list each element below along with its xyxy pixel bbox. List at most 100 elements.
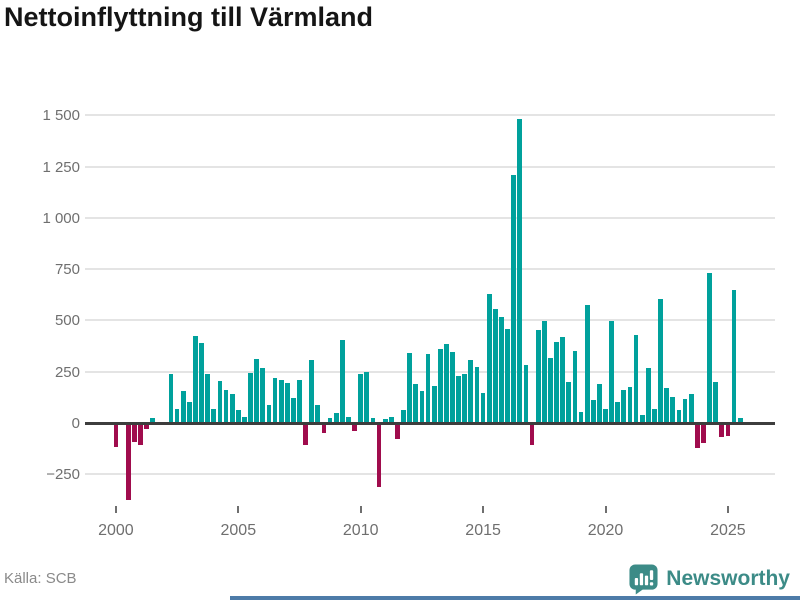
- data-bar: [388, 416, 394, 423]
- data-bar: [719, 424, 725, 438]
- data-bar: [572, 351, 578, 423]
- data-bar: [627, 387, 633, 423]
- x-axis-tick: [604, 506, 607, 513]
- y-axis-tick-label: 1 250: [42, 158, 80, 176]
- data-bar: [486, 293, 492, 423]
- data-bar: [339, 339, 345, 423]
- data-bar: [144, 424, 149, 430]
- data-bar: [639, 414, 645, 423]
- data-bar: [633, 334, 639, 423]
- newsworthy-bubble-icon: [629, 564, 658, 595]
- data-bar: [284, 382, 290, 423]
- data-bar: [327, 417, 333, 423]
- gridline: [85, 319, 775, 322]
- data-bar: [499, 317, 504, 423]
- data-bar: [395, 424, 400, 440]
- data-bar: [474, 366, 480, 423]
- data-bar: [431, 386, 437, 423]
- data-bar: [468, 360, 474, 423]
- data-bar: [596, 384, 602, 423]
- y-axis-tick-label: 750: [54, 261, 80, 279]
- y-axis-tick-label: 1 000: [42, 209, 80, 227]
- data-bar: [266, 404, 272, 423]
- data-bar: [333, 412, 339, 423]
- data-bar: [290, 398, 296, 423]
- data-bar: [297, 379, 302, 423]
- data-bar: [303, 424, 309, 445]
- data-bar: [609, 321, 615, 423]
- data-bar: [731, 289, 737, 423]
- data-bar: [113, 424, 119, 447]
- data-bar: [321, 424, 327, 434]
- data-bar: [186, 402, 192, 423]
- data-bar: [554, 341, 559, 423]
- data-bar: [211, 408, 217, 423]
- data-bar: [603, 408, 608, 423]
- data-bar: [413, 384, 419, 423]
- data-bar: [131, 424, 137, 443]
- data-bar: [584, 305, 590, 423]
- data-bar: [590, 400, 596, 423]
- data-bar: [713, 381, 719, 423]
- y-axis-tick-label: −250: [46, 466, 80, 484]
- y-axis-tick-label: 0: [71, 415, 80, 432]
- data-bar: [523, 364, 529, 423]
- data-bar: [260, 367, 266, 423]
- newsworthy-logo-text: Newsworthy: [666, 567, 790, 590]
- data-bar: [382, 418, 388, 423]
- data-bar: [315, 404, 321, 423]
- data-bar: [566, 381, 572, 423]
- data-bar: [254, 359, 260, 423]
- data-bar: [456, 375, 462, 423]
- data-bar: [621, 390, 627, 423]
- data-bar: [174, 408, 180, 423]
- data-bar: [682, 399, 688, 423]
- y-axis-tick-label: 500: [54, 312, 80, 330]
- data-bar: [168, 373, 174, 423]
- x-axis-line: [85, 421, 775, 425]
- data-bar: [670, 397, 676, 423]
- gridline: [85, 165, 775, 168]
- data-bar: [125, 424, 131, 500]
- data-bar: [205, 373, 211, 423]
- bottom-strip: [230, 596, 800, 600]
- x-axis-tick: [726, 506, 729, 513]
- gridline: [85, 473, 775, 476]
- data-bar: [217, 380, 223, 423]
- data-bar: [223, 390, 229, 423]
- data-bar: [541, 321, 547, 423]
- data-bar: [462, 373, 468, 423]
- data-bar: [492, 309, 498, 423]
- y-axis-tick-label: 250: [54, 363, 80, 381]
- data-bar: [346, 416, 351, 423]
- data-bar: [707, 273, 712, 423]
- data-bar: [737, 417, 743, 423]
- data-bar: [425, 354, 431, 423]
- data-bar: [517, 119, 523, 423]
- data-bar: [645, 367, 651, 423]
- data-bar: [419, 391, 425, 423]
- data-bar: [199, 342, 204, 423]
- data-bar: [701, 424, 706, 444]
- x-axis-tick-label: 2005: [220, 522, 257, 539]
- x-axis-tick: [359, 506, 362, 513]
- data-bar: [364, 371, 370, 423]
- data-bar: [437, 349, 443, 423]
- data-bar: [560, 336, 566, 423]
- data-bar: [652, 408, 657, 423]
- x-axis-tick-label: 2010: [342, 522, 379, 539]
- data-bar: [694, 424, 700, 448]
- x-axis-tick-label: 2000: [98, 522, 134, 539]
- source-label: Källa: SCB: [4, 570, 77, 587]
- data-bar: [235, 409, 241, 423]
- data-bar: [664, 388, 670, 423]
- gridline: [85, 216, 775, 219]
- data-bar: [450, 352, 455, 423]
- data-bar: [248, 372, 253, 423]
- data-bar: [150, 417, 156, 423]
- data-bar: [548, 358, 553, 423]
- data-bar: [401, 409, 406, 423]
- gridline: [85, 268, 775, 271]
- data-bar: [443, 343, 449, 423]
